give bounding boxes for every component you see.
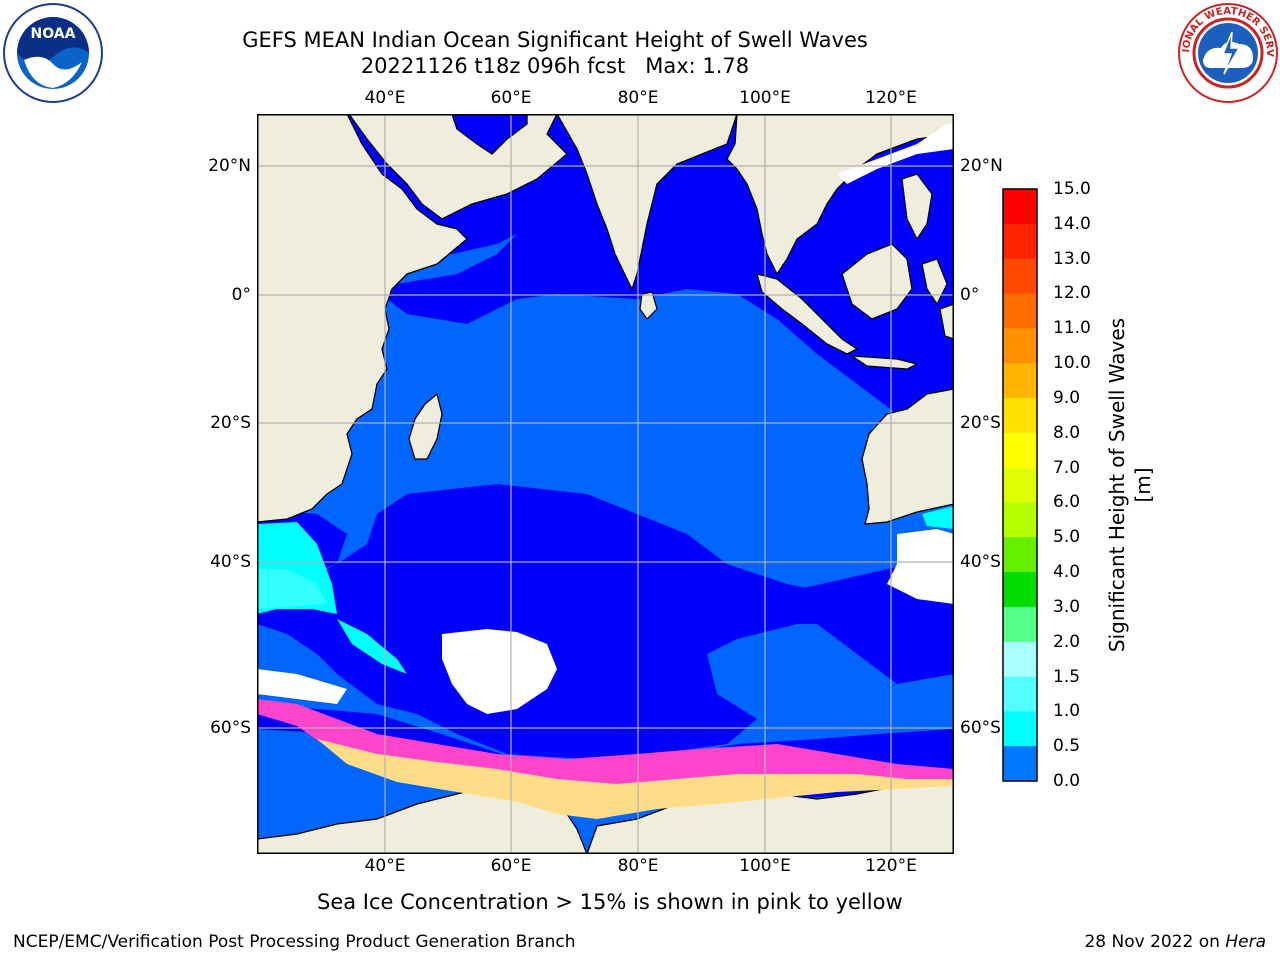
colorbar-tick-label: 1.5	[1053, 666, 1081, 687]
lon-tick-top: 100°E	[739, 88, 791, 108]
colorbar-segment	[1003, 397, 1037, 434]
lat-tick-right: 20°N	[960, 156, 1003, 176]
lat-tick-right: 20°S	[960, 413, 1001, 433]
land-java	[849, 355, 919, 370]
missing-data-white-east	[887, 529, 954, 604]
land-sulawesi	[921, 258, 948, 306]
lon-tick-bottom: 80°E	[617, 856, 659, 876]
missing-data-white	[442, 629, 557, 714]
colorbar-segment	[1003, 258, 1037, 294]
colorbar-tick-label: 0.5	[1053, 736, 1081, 757]
noaa-logo-text: NOAA	[31, 26, 76, 42]
colorbar-segment	[1003, 363, 1037, 399]
noaa-logo: NOAA	[3, 3, 103, 103]
lat-tick-left: 20°N	[208, 156, 251, 176]
colorbar-tick-label: 4.0	[1053, 562, 1081, 583]
land-sumatra	[756, 273, 859, 355]
footer-branch: NCEP/EMC/Verification Post Processing Pr…	[13, 932, 576, 952]
colorbar-tick-label: 1.0	[1053, 701, 1081, 722]
colorbar-segment	[1003, 293, 1037, 329]
lat-tick-right: 40°S	[960, 552, 1001, 572]
colorbar-segment	[1003, 189, 1037, 225]
colorbar-segment	[1003, 432, 1037, 469]
colorbar-tick-label: 14.0	[1053, 213, 1091, 234]
colorbar	[1002, 188, 1038, 782]
land-sri-lanka	[639, 291, 658, 320]
nws-logo: NATIONAL WEATHER SERVICE	[1177, 2, 1278, 103]
colorbar-segment	[1003, 746, 1037, 782]
lat-tick-left: 40°S	[210, 552, 251, 572]
lon-tick-bottom: 60°E	[490, 856, 532, 876]
lat-tick-left: 60°S	[210, 718, 251, 738]
land-india	[556, 114, 738, 291]
colorbar-tick-label: 11.0	[1053, 318, 1091, 339]
lon-tick-top: 80°E	[617, 88, 659, 108]
lon-tick-bottom: 100°E	[739, 856, 791, 876]
land-africa	[257, 114, 468, 523]
colorbar-tick-label: 7.0	[1053, 457, 1081, 478]
colorbar-segment	[1003, 711, 1037, 747]
missing-data-white-ne	[837, 124, 954, 184]
colorbar-tick-label: 15.0	[1053, 179, 1091, 199]
lon-tick-bottom: 120°E	[865, 856, 917, 876]
land-philippines	[901, 173, 933, 241]
footer-date-text: 28 Nov 2022 on	[1084, 932, 1226, 952]
sea-ice-caption: Sea Ice Concentration > 15% is shown in …	[317, 890, 903, 914]
missing-data-white-sw	[257, 669, 347, 704]
colorbar-segment	[1003, 606, 1037, 643]
colorbar-segment	[1003, 467, 1037, 503]
colorbar-tick-label: 3.0	[1053, 596, 1081, 617]
map-frame	[257, 114, 954, 854]
colorbar-tick-label: 0.0	[1053, 771, 1081, 791]
graticule	[257, 114, 954, 854]
lat-tick-right: 0°	[960, 285, 980, 305]
colorbar-tick-label: 8.0	[1053, 422, 1081, 443]
ocean-swell-1.5-2.0	[257, 569, 327, 609]
lon-tick-bottom: 40°E	[364, 856, 406, 876]
land-madagascar	[408, 392, 443, 460]
land-borneo	[841, 243, 913, 320]
colorbar-tick-label: 5.0	[1053, 527, 1081, 548]
ocean-swell-1.0-1.5-east	[922, 506, 954, 529]
colorbar-boxes	[1003, 189, 1037, 782]
colorbar-segment	[1003, 641, 1037, 678]
colorbar-tick-label: 6.0	[1053, 492, 1081, 513]
sea-ice-yellow	[317, 739, 954, 819]
colorbar-tick-label: 10.0	[1053, 353, 1091, 374]
colorbar-tick-label: 12.0	[1053, 283, 1091, 304]
colorbar-segment	[1003, 537, 1037, 573]
chart-title: GEFS MEAN Indian Ocean Significant Heigh…	[242, 28, 868, 52]
colorbar-segment	[1003, 676, 1037, 712]
colorbar-tick-label: 9.0	[1053, 387, 1081, 408]
land-se-asia	[726, 114, 954, 276]
land-new-guinea	[939, 303, 954, 340]
chart-subtitle: 20221126 t18z 096h fcst Max: 1.78	[360, 54, 750, 78]
ocean-swell-0-0.5-south	[257, 484, 897, 759]
footer-machine: Hera	[1225, 932, 1266, 952]
colorbar-tick-label: 13.0	[1053, 248, 1091, 269]
footer-date: 28 Nov 2022 on Hera	[1084, 932, 1266, 952]
colorbar-title: Significant Height of Swell Waves [m]	[1105, 317, 1155, 653]
lon-tick-top: 120°E	[865, 88, 917, 108]
swell-height-map	[257, 114, 954, 854]
colorbar-segment	[1003, 572, 1037, 608]
colorbar-segment	[1003, 223, 1037, 260]
lon-tick-top: 40°E	[364, 88, 406, 108]
ocean-swell-1.0-1.5-streak	[337, 619, 407, 674]
lon-tick-top: 60°E	[490, 88, 532, 108]
colorbar-tick-label: 2.0	[1053, 631, 1081, 652]
colorbar-segment	[1003, 328, 1037, 364]
colorbar-segment	[1003, 502, 1037, 538]
land-antarctica-east	[586, 783, 954, 854]
lat-tick-right: 60°S	[960, 718, 1001, 738]
lat-tick-left: 0°	[231, 285, 251, 305]
lat-tick-left: 20°S	[210, 413, 251, 433]
